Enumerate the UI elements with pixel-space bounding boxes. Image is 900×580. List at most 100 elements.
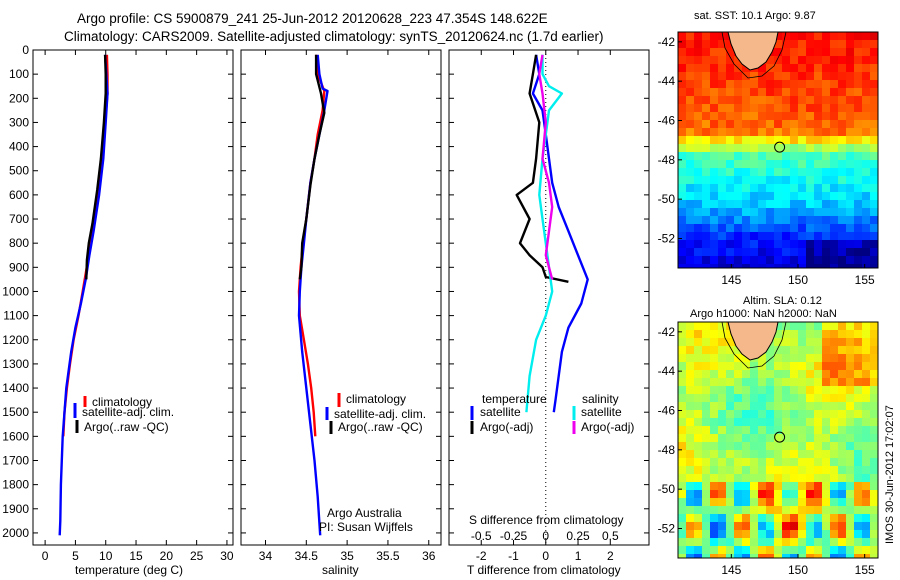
map-cell bbox=[726, 112, 734, 120]
map-cell bbox=[718, 530, 726, 538]
map-cell bbox=[758, 474, 766, 482]
map-cell bbox=[678, 96, 686, 104]
map-cell bbox=[742, 128, 750, 136]
map-cell bbox=[774, 530, 782, 538]
map-cell bbox=[734, 152, 742, 160]
map-cell bbox=[798, 514, 806, 522]
map-cell bbox=[686, 40, 694, 48]
map-cell bbox=[838, 418, 846, 426]
map-cell bbox=[766, 144, 774, 152]
map-cell bbox=[742, 506, 750, 514]
map-cell bbox=[822, 490, 830, 498]
map-cell bbox=[822, 136, 830, 144]
map-cell bbox=[742, 176, 750, 184]
map-cell bbox=[774, 96, 782, 104]
map-cell bbox=[766, 88, 774, 96]
map-cell bbox=[830, 426, 838, 434]
map-cell bbox=[854, 64, 862, 72]
map-cell bbox=[694, 442, 702, 450]
map-cell bbox=[678, 498, 686, 506]
map-cell bbox=[766, 490, 774, 498]
map-cell bbox=[750, 450, 758, 458]
map-cell bbox=[694, 232, 702, 240]
map-cell bbox=[814, 498, 822, 506]
map-cell bbox=[758, 514, 766, 522]
map-cell bbox=[742, 112, 750, 120]
map-cell bbox=[838, 394, 846, 402]
map-cell bbox=[734, 192, 742, 200]
map-cell bbox=[822, 466, 830, 474]
map-cell bbox=[758, 184, 766, 192]
map-cell bbox=[702, 498, 710, 506]
map-cell bbox=[750, 144, 758, 152]
map-cell bbox=[798, 474, 806, 482]
map-cell bbox=[686, 394, 694, 402]
map-cell bbox=[854, 498, 862, 506]
map-cell bbox=[870, 216, 878, 224]
map-cell bbox=[830, 554, 838, 558]
map-cell bbox=[702, 410, 710, 418]
map-cell bbox=[710, 200, 718, 208]
map-cell bbox=[734, 410, 742, 418]
map-cell bbox=[862, 474, 870, 482]
x-tick-label: 20 bbox=[160, 549, 174, 563]
map-cell bbox=[814, 136, 822, 144]
map-cell bbox=[822, 200, 830, 208]
map-cell bbox=[806, 144, 814, 152]
map-cell bbox=[710, 338, 718, 346]
map-cell bbox=[686, 48, 694, 56]
map-cell bbox=[822, 546, 830, 554]
x-tick-label: 5 bbox=[72, 549, 79, 563]
map-cell bbox=[678, 216, 686, 224]
map-cell bbox=[726, 354, 734, 362]
map-cell bbox=[782, 88, 790, 96]
map-cell bbox=[798, 152, 806, 160]
map-cell bbox=[830, 192, 838, 200]
map-cell bbox=[870, 120, 878, 128]
map-cell bbox=[702, 224, 710, 232]
map-cell bbox=[742, 136, 750, 144]
map-cell bbox=[814, 256, 822, 264]
map-cell bbox=[774, 426, 782, 434]
map-cell bbox=[726, 96, 734, 104]
legend-climatology: climatology bbox=[346, 392, 406, 406]
map-cell bbox=[806, 354, 814, 362]
map-cell bbox=[686, 88, 694, 96]
map-cell bbox=[758, 354, 766, 362]
map-cell bbox=[678, 104, 686, 112]
map-cell bbox=[734, 144, 742, 152]
map-cell bbox=[718, 506, 726, 514]
map-cell bbox=[822, 418, 830, 426]
map-cell bbox=[846, 442, 854, 450]
map-cell bbox=[774, 168, 782, 176]
map-cell bbox=[734, 96, 742, 104]
map-cell bbox=[830, 104, 838, 112]
map-cell bbox=[686, 370, 694, 378]
map-cell bbox=[790, 482, 798, 490]
map-cell bbox=[686, 410, 694, 418]
map-cell bbox=[710, 168, 718, 176]
map-cell bbox=[870, 232, 878, 240]
map-cell bbox=[694, 466, 702, 474]
map-cell bbox=[726, 224, 734, 232]
map-cell bbox=[678, 546, 686, 554]
map-cell bbox=[790, 386, 798, 394]
map-cell bbox=[686, 354, 694, 362]
y-tick-label: 1600 bbox=[2, 429, 29, 443]
map-cell bbox=[702, 232, 710, 240]
map-cell bbox=[870, 200, 878, 208]
map-cell bbox=[774, 184, 782, 192]
map-cell bbox=[702, 88, 710, 96]
map-cell bbox=[862, 442, 870, 450]
map-cell bbox=[774, 490, 782, 498]
map-cell bbox=[726, 184, 734, 192]
s-diff-tick-label: 0.25 bbox=[566, 529, 590, 543]
map-cell bbox=[750, 224, 758, 232]
y-tick-label: -44 bbox=[658, 74, 676, 88]
map-cell bbox=[718, 466, 726, 474]
map-cell bbox=[790, 120, 798, 128]
map-cell bbox=[726, 466, 734, 474]
map-cell bbox=[686, 346, 694, 354]
map-cell bbox=[846, 426, 854, 434]
map-cell bbox=[790, 546, 798, 554]
